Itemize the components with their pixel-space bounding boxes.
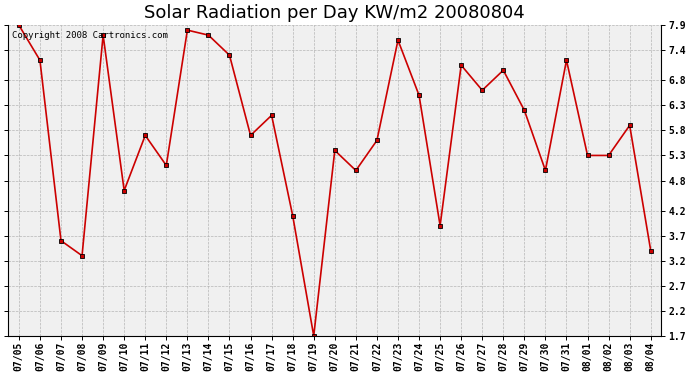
Text: Copyright 2008 Cartronics.com: Copyright 2008 Cartronics.com	[12, 32, 168, 40]
Title: Solar Radiation per Day KW/m2 20080804: Solar Radiation per Day KW/m2 20080804	[144, 4, 525, 22]
